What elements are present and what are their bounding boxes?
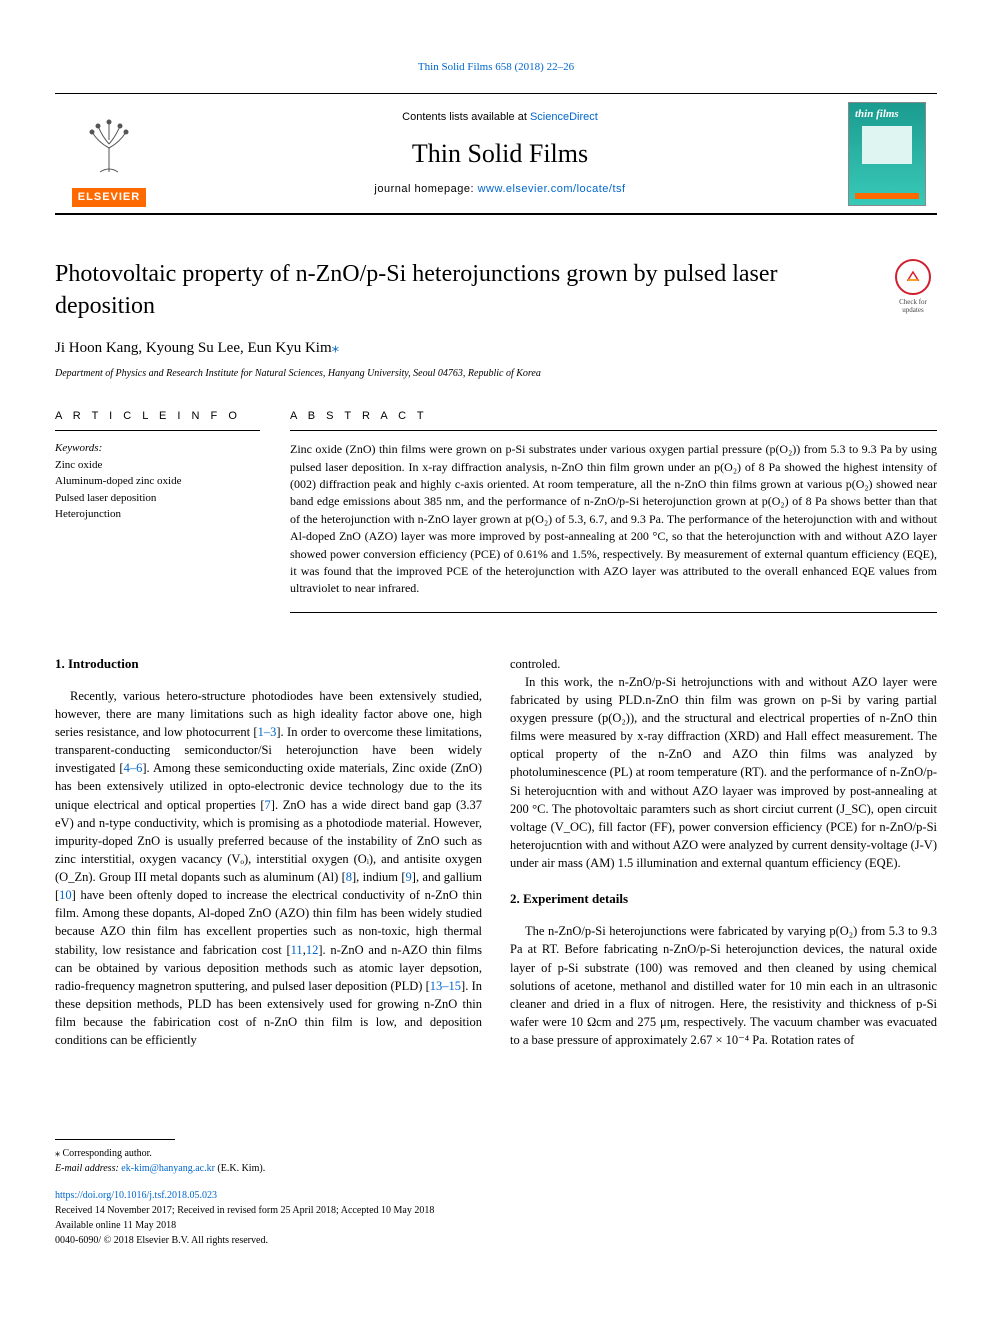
corresponding-author-note: ⁎ Corresponding author. [55, 1146, 937, 1161]
keywords-list: Zinc oxide Aluminum-doped zinc oxide Pul… [55, 457, 260, 523]
journal-homepage-line: journal homepage: www.elsevier.com/locat… [374, 182, 625, 197]
crossmark-label: Check for updates [889, 299, 937, 314]
intro-paragraph-2: In this work, the n-ZnO/p-Si hetrojuncti… [510, 673, 937, 872]
intro-continuation: controled. [510, 655, 937, 673]
publisher-logo-block: ELSEVIER [55, 94, 163, 213]
article-info-heading: A R T I C L E I N F O [55, 409, 260, 424]
article-title: Photovoltaic property of n-ZnO/p-Si hete… [55, 259, 869, 321]
column-right: controled. In this work, the n-ZnO/p-Si … [510, 655, 937, 1050]
keywords-label: Keywords: [55, 441, 260, 456]
email-line: E-mail address: ek-kim@hanyang.ac.kr (E.… [55, 1161, 937, 1176]
ref-link[interactable]: 12 [306, 943, 319, 957]
section-heading-intro: 1. Introduction [55, 655, 482, 673]
cover-thumb-image [862, 126, 912, 164]
intro-paragraph: Recently, various hetero-structure photo… [55, 687, 482, 1050]
sciencedirect-link[interactable]: ScienceDirect [530, 111, 598, 123]
abstract-text: Zinc oxide (ZnO) thin films were grown o… [290, 441, 937, 598]
affiliation: Department of Physics and Research Insti… [55, 367, 937, 381]
footnote-rule [55, 1139, 175, 1140]
authors-names: Ji Hoon Kang, Kyoung Su Lee, Eun Kyu Kim [55, 340, 332, 356]
abstract-heading: A B S T R A C T [290, 409, 937, 424]
article-info: A R T I C L E I N F O Keywords: Zinc oxi… [55, 409, 260, 613]
masthead-center: Contents lists available at ScienceDirec… [163, 94, 837, 213]
email-label: E-mail address: [55, 1163, 121, 1174]
elsevier-tree-icon [78, 114, 140, 184]
keyword: Pulsed laser deposition [55, 490, 260, 507]
footer: ⁎ Corresponding author. E-mail address: … [55, 1139, 937, 1248]
corresponding-marker-link[interactable]: ⁎ [332, 340, 340, 356]
online-date: Available online 11 May 2018 [55, 1218, 937, 1233]
keyword: Zinc oxide [55, 457, 260, 474]
journal-ref-link[interactable]: Thin Solid Films 658 (2018) 22–26 [418, 61, 574, 73]
ref-link[interactable]: 10 [59, 888, 72, 902]
crossmark-widget[interactable]: Check for updates [889, 259, 937, 321]
masthead: ELSEVIER Contents lists available at Sci… [55, 93, 937, 215]
ref-link[interactable]: 1–3 [258, 725, 277, 739]
body-columns: 1. Introduction Recently, various hetero… [55, 655, 937, 1050]
keyword: Aluminum-doped zinc oxide [55, 473, 260, 490]
section-heading-experiment: 2. Experiment details [510, 890, 937, 908]
experiment-paragraph: The n-ZnO/p-Si heterojunctions were fabr… [510, 922, 937, 1049]
copyright: 0040-6090/ © 2018 Elsevier B.V. All righ… [55, 1233, 937, 1248]
email-name: (E.K. Kim). [215, 1163, 265, 1174]
homepage-prefix: journal homepage: [374, 183, 477, 195]
received-dates: Received 14 November 2017; Received in r… [55, 1203, 937, 1218]
journal-cover-thumbnail: thin films [848, 102, 926, 206]
cover-thumb-bar [855, 193, 919, 199]
ref-link[interactable]: 11 [291, 943, 303, 957]
abstract: A B S T R A C T Zinc oxide (ZnO) thin fi… [290, 409, 937, 613]
publisher-name: ELSEVIER [72, 188, 146, 207]
ref-link[interactable]: 4–6 [124, 761, 143, 775]
doi-link[interactable]: https://doi.org/10.1016/j.tsf.2018.05.02… [55, 1190, 217, 1201]
crossmark-icon [895, 259, 931, 295]
journal-ref-header: Thin Solid Films 658 (2018) 22–26 [55, 60, 937, 75]
journal-homepage-link[interactable]: www.elsevier.com/locate/tsf [478, 183, 626, 195]
info-rule [55, 430, 260, 431]
keyword: Heterojunction [55, 506, 260, 523]
email-link[interactable]: ek-kim@hanyang.ac.kr [121, 1163, 215, 1174]
abstract-rule-top [290, 430, 937, 431]
contents-line: Contents lists available at ScienceDirec… [402, 110, 598, 125]
abstract-rule-bottom [290, 612, 937, 613]
authors: Ji Hoon Kang, Kyoung Su Lee, Eun Kyu Kim… [55, 338, 937, 359]
journal-title: Thin Solid Films [412, 136, 588, 172]
contents-prefix: Contents lists available at [402, 111, 530, 123]
ref-link[interactable]: 13–15 [430, 979, 461, 993]
column-left: 1. Introduction Recently, various hetero… [55, 655, 482, 1050]
cover-thumbnail-block: thin films [837, 94, 937, 213]
cover-thumb-title: thin films [855, 109, 919, 120]
